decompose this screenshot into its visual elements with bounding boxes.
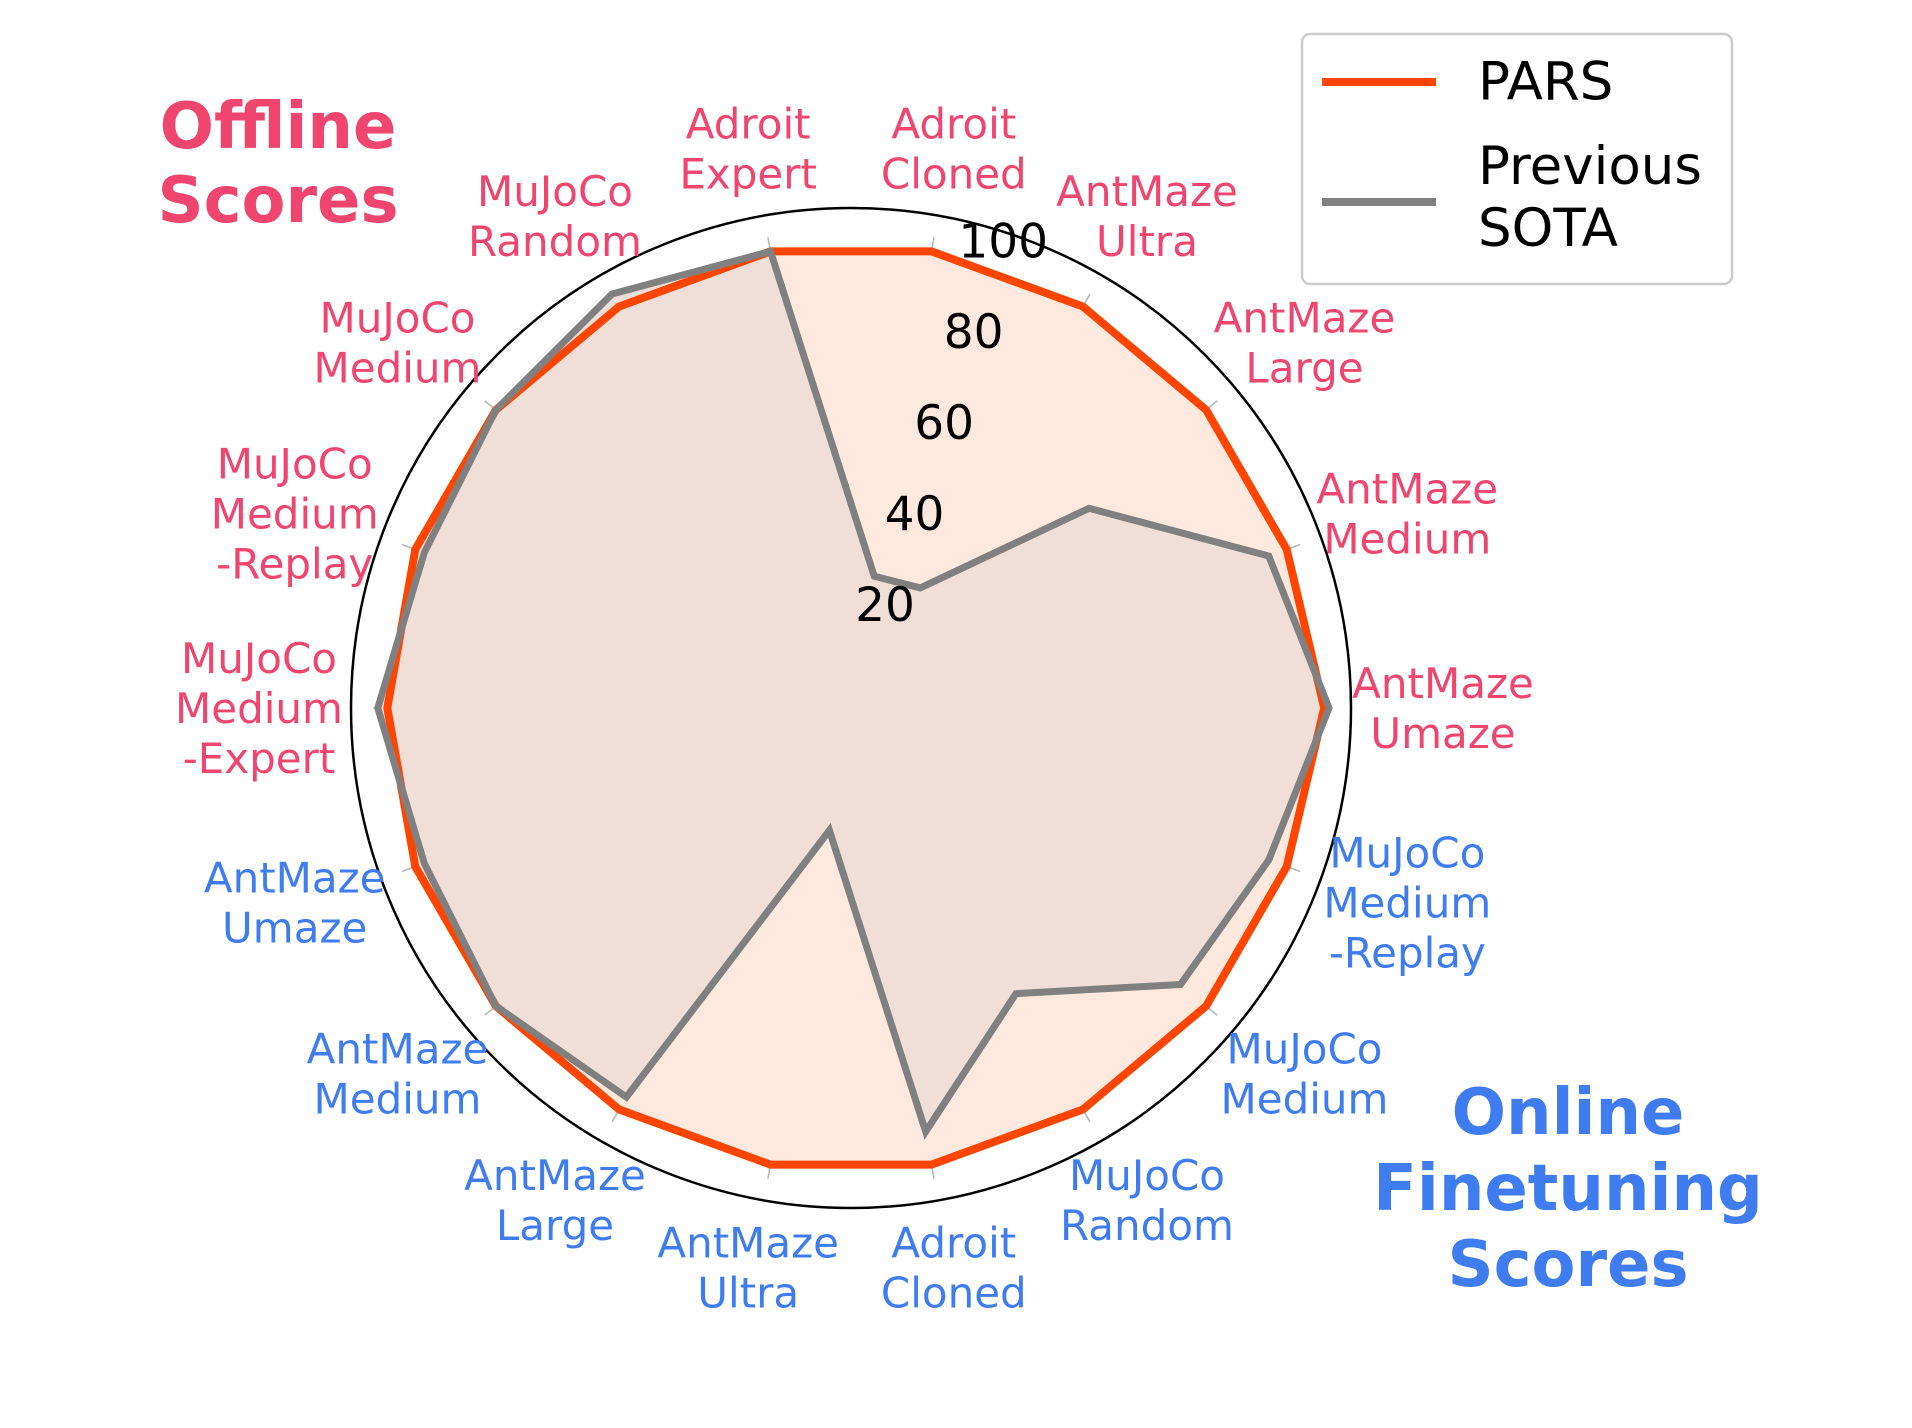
category-label-offline-7: MuJoCo Medium: [314, 293, 482, 392]
category-label-offline-0: AntMaze Umaze: [1352, 659, 1534, 758]
category-label-online-11: AntMaze Medium: [307, 1024, 489, 1123]
previous-sota-series-line: [374, 247, 1333, 1140]
group-titles: Offline Scores Online Finetuning Scores: [157, 90, 1762, 1302]
category-label-offline-8: MuJoCo Medium -Replay: [211, 439, 379, 588]
category-label-online-12: AntMaze Large: [464, 1151, 646, 1250]
offline-scores-title: Offline Scores: [157, 90, 398, 238]
category-label-online-17: MuJoCo Medium -Replay: [1323, 828, 1491, 977]
category-label-offline-2: AntMaze Large: [1214, 293, 1396, 392]
category-label-offline-5: Adroit Expert: [679, 99, 817, 198]
category-label-offline-1: AntMaze Medium: [1316, 464, 1498, 563]
category-label-offline-4: Adroit Cloned: [881, 99, 1027, 198]
polar-frame: [349, 206, 1353, 1210]
category-label-online-10: AntMaze Umaze: [204, 853, 386, 952]
category-label-online-15: MuJoCo Random: [1060, 1151, 1234, 1250]
previous-sota-area: [377, 251, 1329, 1132]
online-finetuning-scores-title: Online Finetuning Scores: [1373, 1076, 1763, 1302]
tick-label-20: 20: [855, 578, 915, 633]
tick-label-40: 40: [885, 487, 945, 542]
legend-box: [1300, 32, 1734, 286]
legend-label-pars: PARS: [1478, 52, 1613, 113]
radial-tick-labels: 20 40 60 80 100: [855, 214, 1048, 633]
tick-label-80: 80: [944, 305, 1004, 360]
category-label-online-13: AntMaze Ultra: [657, 1218, 839, 1317]
category-label-online-16: MuJoCo Medium: [1221, 1024, 1389, 1123]
tick-label-60: 60: [914, 396, 974, 451]
tick-label-100: 100: [958, 214, 1048, 269]
category-label-offline-6: MuJoCo Random: [468, 166, 642, 265]
category-label-offline-9: MuJoCo Medium -Expert: [175, 634, 343, 783]
legend: PARS Previous SOTA: [1300, 32, 1734, 286]
pars-series-line: [383, 247, 1329, 1169]
legend-label-previous-sota: Previous SOTA: [1478, 136, 1702, 259]
category-label-online-14: Adroit Cloned: [881, 1218, 1027, 1317]
category-label-offline-3: AntMaze Ultra: [1056, 166, 1238, 265]
